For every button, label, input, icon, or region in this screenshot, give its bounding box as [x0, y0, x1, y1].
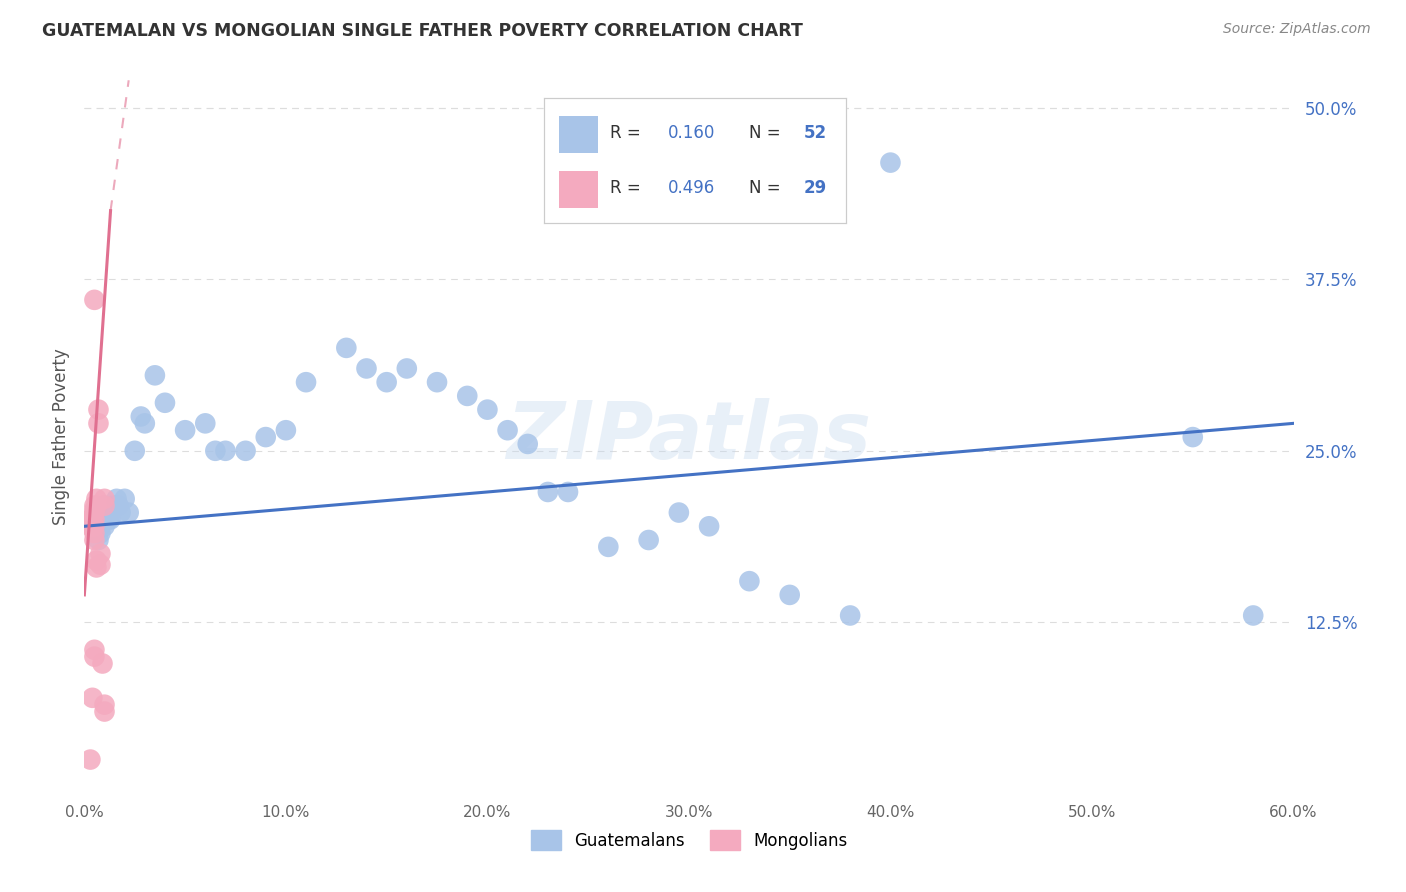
Point — [356, 361, 378, 376]
Point — [93, 698, 115, 712]
Point — [153, 396, 176, 410]
Point — [516, 437, 538, 451]
Point — [89, 519, 111, 533]
Point — [93, 519, 115, 533]
Point — [1241, 608, 1264, 623]
Point — [697, 519, 720, 533]
Point — [124, 443, 146, 458]
Point — [89, 526, 111, 541]
Point — [82, 519, 104, 533]
Point — [477, 402, 499, 417]
Point — [83, 649, 105, 664]
Point — [97, 512, 120, 526]
Point — [93, 499, 115, 513]
Point — [86, 519, 108, 533]
Point — [86, 560, 108, 574]
Point — [779, 588, 801, 602]
Point — [79, 512, 101, 526]
Point — [82, 690, 104, 705]
Point — [395, 361, 418, 376]
Point — [598, 540, 620, 554]
Point — [83, 506, 105, 520]
Point — [89, 558, 111, 572]
Point — [87, 402, 110, 417]
Point — [79, 753, 101, 767]
Point — [107, 499, 129, 513]
Point — [87, 533, 110, 547]
Text: Source: ZipAtlas.com: Source: ZipAtlas.com — [1223, 22, 1371, 37]
Point — [496, 423, 519, 437]
Point — [82, 512, 104, 526]
Point — [83, 293, 105, 307]
Point — [235, 443, 257, 458]
Point — [86, 553, 108, 567]
Point — [83, 533, 105, 547]
Point — [83, 503, 105, 517]
Point — [295, 375, 318, 389]
Text: GUATEMALAN VS MONGOLIAN SINGLE FATHER POVERTY CORRELATION CHART: GUATEMALAN VS MONGOLIAN SINGLE FATHER PO… — [42, 22, 803, 40]
Point — [91, 506, 114, 520]
Point — [114, 491, 136, 506]
Point — [738, 574, 761, 589]
Point — [668, 506, 690, 520]
Point — [839, 608, 862, 623]
Point — [134, 417, 156, 431]
Point — [110, 506, 132, 520]
Point — [254, 430, 277, 444]
Point — [83, 519, 105, 533]
Legend: Guatemalans, Mongolians: Guatemalans, Mongolians — [524, 823, 853, 857]
Point — [96, 506, 118, 520]
Point — [194, 417, 217, 431]
Point — [93, 491, 115, 506]
Point — [274, 423, 297, 437]
Point — [105, 491, 128, 506]
Point — [426, 375, 449, 389]
Point — [79, 519, 101, 533]
Point — [83, 519, 105, 533]
Point — [83, 526, 105, 541]
Point — [86, 491, 108, 506]
Point — [91, 657, 114, 671]
Point — [104, 499, 127, 513]
Point — [100, 512, 122, 526]
Point — [101, 499, 124, 513]
Point — [143, 368, 166, 383]
Point — [93, 705, 115, 719]
Point — [214, 443, 236, 458]
Point — [174, 423, 197, 437]
Y-axis label: Single Father Poverty: Single Father Poverty — [52, 349, 70, 525]
Point — [375, 375, 398, 389]
Point — [335, 341, 357, 355]
Point — [204, 443, 226, 458]
Point — [118, 506, 141, 520]
Point — [86, 499, 108, 513]
Point — [637, 533, 659, 547]
Point — [83, 642, 105, 657]
Point — [89, 547, 111, 561]
Point — [557, 485, 579, 500]
Point — [93, 499, 115, 513]
Point — [456, 389, 478, 403]
Text: ZIPatlas: ZIPatlas — [506, 398, 872, 476]
Point — [129, 409, 152, 424]
Point — [1181, 430, 1204, 444]
Point — [83, 512, 105, 526]
Point — [83, 499, 105, 513]
Point — [879, 155, 901, 169]
Point — [537, 485, 560, 500]
Point — [87, 417, 110, 431]
